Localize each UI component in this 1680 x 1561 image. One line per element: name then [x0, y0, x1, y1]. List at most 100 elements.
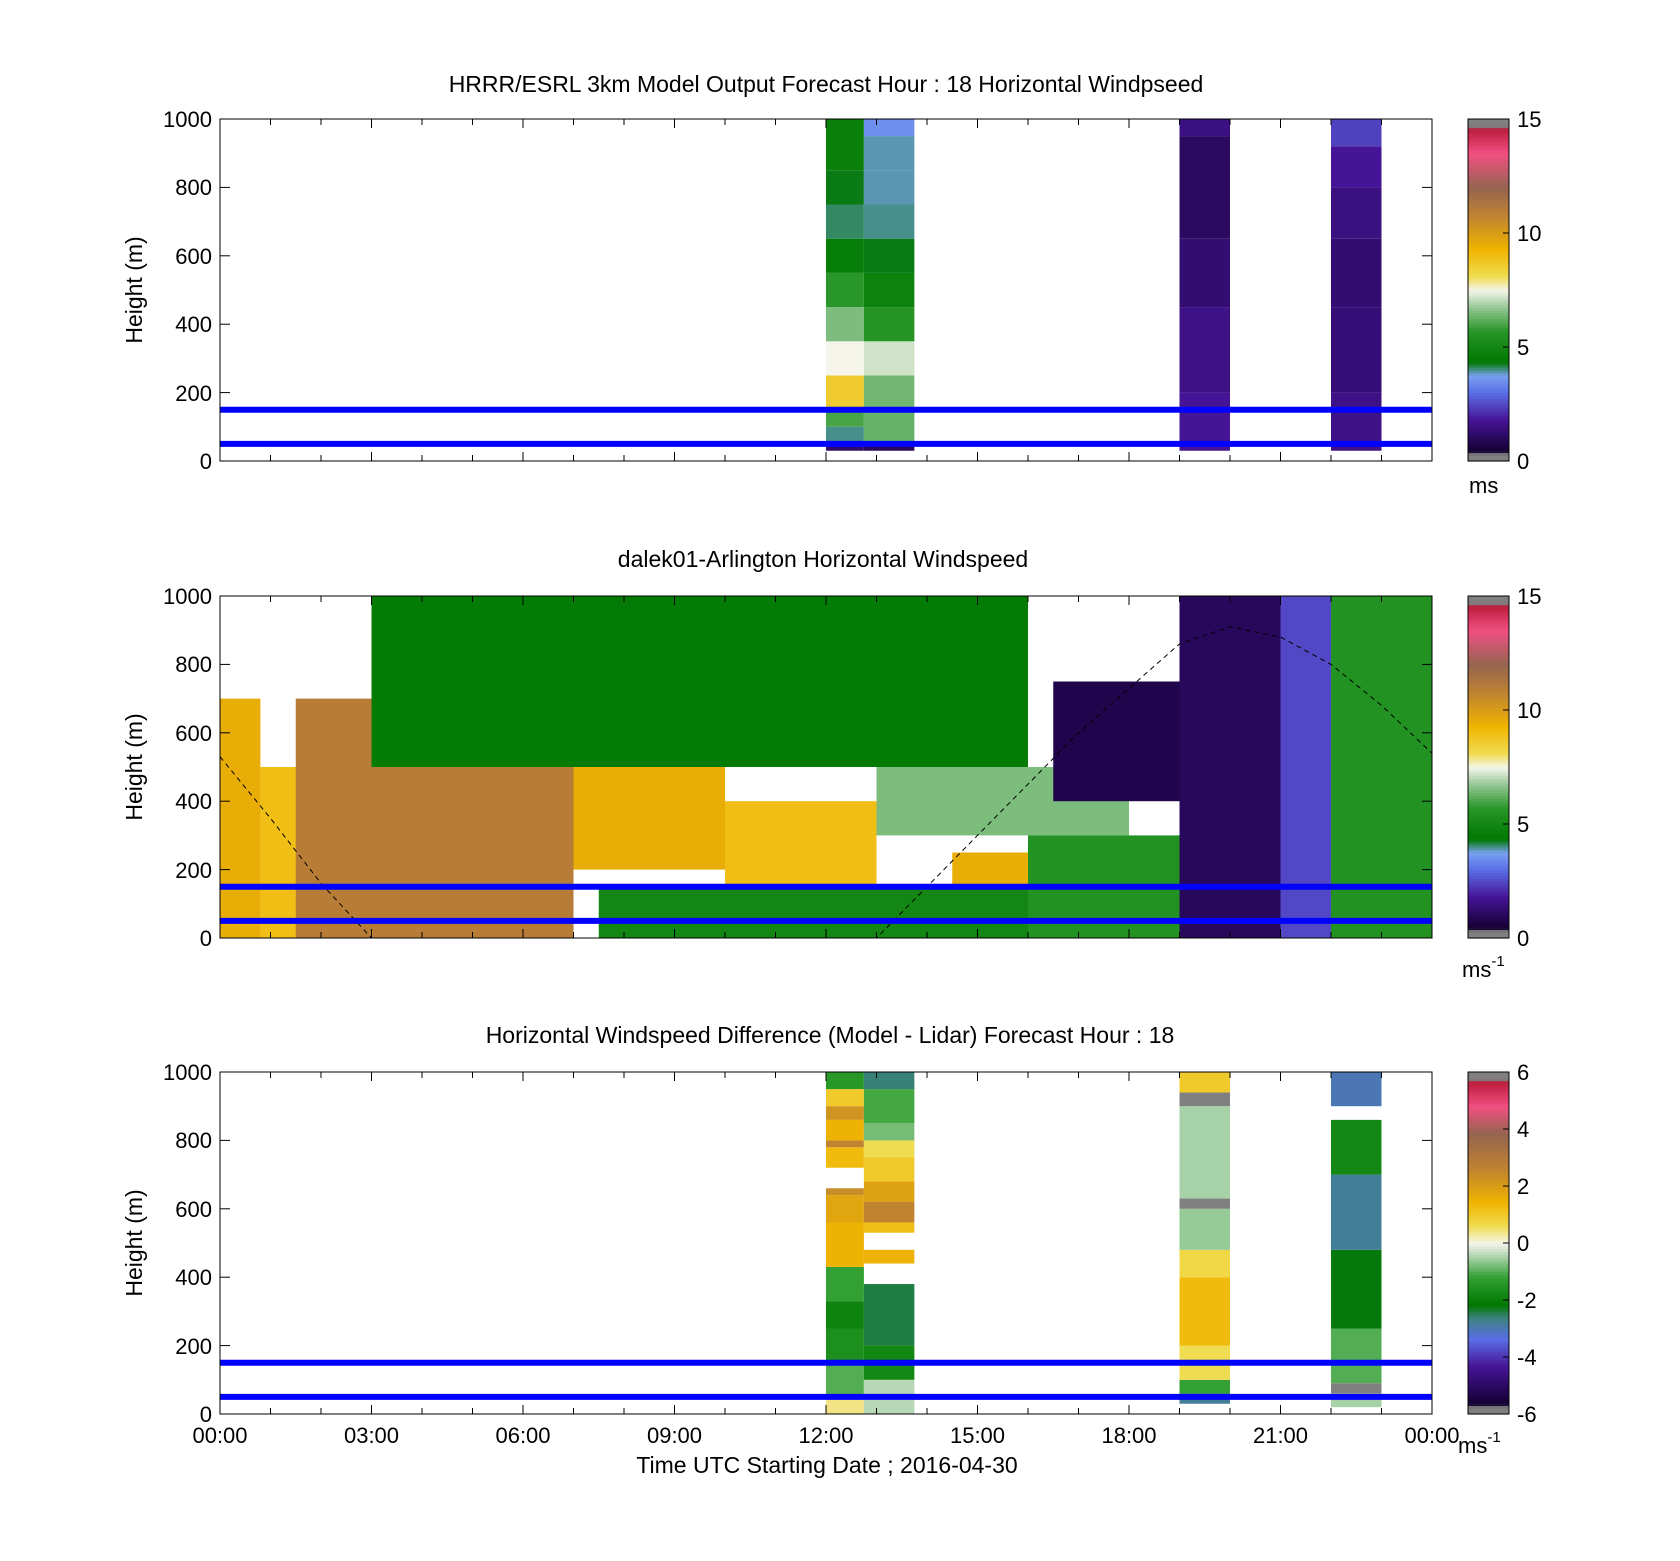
colorbar-swatch	[1468, 244, 1509, 248]
colorbar-swatch	[1468, 653, 1509, 657]
colorbar-swatch	[1468, 1382, 1509, 1387]
colorbar-swatch	[1468, 278, 1509, 283]
colorbar-swatch	[1468, 1385, 1509, 1389]
heatmap-cell	[826, 1396, 864, 1414]
heatmap-cell	[863, 1089, 915, 1124]
colorbar-swatch	[1468, 718, 1509, 722]
colorbar-swatch	[1468, 701, 1509, 705]
lidar-heatmap	[220, 596, 1432, 938]
colorbar-swatch	[1468, 1331, 1509, 1335]
colorbar-swatch	[1468, 298, 1509, 302]
heatmap-region	[371, 596, 1028, 767]
colorbar-swatch	[1468, 1319, 1509, 1324]
colorbar-swatch	[1468, 358, 1509, 362]
colorbar-swatch	[1468, 1371, 1509, 1375]
lidar-ytick-label: 0	[200, 926, 212, 951]
model-ytick-label: 0	[200, 449, 212, 474]
colorbar-swatch	[1468, 247, 1509, 251]
colorbar-swatch	[1468, 170, 1509, 174]
model-colorbar-scale	[1468, 119, 1509, 462]
colorbar-swatch	[1468, 1077, 1509, 1082]
colorbar-swatch	[1468, 667, 1509, 671]
colorbar-swatch	[1468, 1168, 1509, 1173]
heatmap-cell	[826, 1328, 864, 1363]
colorbar-swatch	[1468, 809, 1509, 814]
heatmap-cell	[1331, 238, 1382, 308]
colorbar-swatch	[1468, 384, 1509, 388]
colorbar-swatch	[1468, 596, 1509, 600]
colorbar-swatch	[1468, 741, 1509, 745]
colorbar-swatch	[1468, 841, 1509, 845]
colorbar-swatch	[1468, 1345, 1509, 1350]
colorbar-swatch	[1468, 318, 1509, 322]
colorbar-swatch	[1468, 409, 1509, 414]
colorbar-swatch	[1468, 1148, 1509, 1153]
heatmap-cell	[1331, 1174, 1382, 1250]
panel-difference: Horizontal Windspeed Difference (Model -…	[121, 1022, 1537, 1478]
difference-colorbar-scale	[1468, 1072, 1509, 1415]
colorbar-swatch	[1468, 1405, 1509, 1409]
colorbar-swatch	[1468, 744, 1509, 748]
colorbar-swatch	[1468, 618, 1509, 623]
colorbar-swatch	[1468, 732, 1509, 737]
colorbar-swatch	[1468, 1140, 1509, 1144]
colorbar-swatch	[1468, 1097, 1509, 1102]
heatmap-cell	[863, 341, 915, 376]
colorbar-swatch	[1468, 124, 1509, 129]
colorbar-swatch	[1468, 655, 1509, 660]
panel-lidar: dalek01-Arlington Horizontal Windspeed 0…	[121, 546, 1541, 982]
colorbar-swatch	[1468, 932, 1509, 936]
colorbar-swatch	[1468, 138, 1509, 143]
heatmap-cell	[863, 136, 915, 171]
colorbar-swatch	[1468, 366, 1509, 371]
difference-xtick-label: 18:00	[1101, 1423, 1156, 1448]
colorbar-swatch	[1468, 601, 1509, 606]
colorbar-swatch	[1468, 1365, 1509, 1369]
colorbar-swatch	[1468, 920, 1509, 925]
lidar-colorbar-scale	[1468, 596, 1509, 939]
colorbar-swatch	[1468, 1379, 1509, 1384]
colorbar-swatch	[1468, 449, 1509, 454]
colorbar-swatch	[1468, 650, 1509, 654]
colorbar-swatch	[1468, 127, 1509, 131]
colorbar-swatch	[1468, 267, 1509, 271]
colorbar-swatch	[1468, 672, 1509, 677]
colorbar-swatch	[1468, 344, 1509, 348]
colorbar-swatch	[1468, 1257, 1509, 1261]
colorbar-swatch	[1468, 144, 1509, 149]
colorbar-swatch	[1468, 309, 1509, 314]
colorbar-swatch	[1468, 1177, 1509, 1181]
heatmap-region	[725, 801, 877, 887]
colorbar-swatch	[1468, 1208, 1509, 1213]
colorbar-swatch	[1468, 1100, 1509, 1104]
colorbar-swatch	[1468, 1285, 1509, 1290]
colorbar-swatch	[1468, 458, 1509, 462]
colorbar-swatch	[1468, 1277, 1509, 1281]
colorbar-swatch	[1468, 929, 1509, 933]
colorbar-swatch	[1468, 295, 1509, 300]
lidar-y-tick-marks	[220, 595, 1432, 939]
model-ytick-label: 800	[175, 175, 212, 200]
model-y-tick-marks	[220, 118, 1432, 462]
colorbar-swatch	[1468, 661, 1509, 665]
heatmap-cell	[826, 1072, 864, 1090]
colorbar-swatch	[1468, 821, 1509, 825]
difference-x-tick-labels: 00:00 03:00 06:00 09:00 12:00 15:00 18:0…	[192, 1423, 1459, 1448]
colorbar-swatch	[1468, 1211, 1509, 1216]
difference-y-tick-marks	[220, 1071, 1432, 1415]
colorbar-swatch	[1468, 1183, 1509, 1187]
difference-title: Horizontal Windspeed Difference (Model -…	[486, 1022, 1175, 1048]
colorbar-swatch	[1468, 784, 1509, 788]
model-colorbar-tick: 5	[1517, 335, 1529, 360]
difference-xtick-label: 15:00	[950, 1423, 1005, 1448]
colorbar-swatch	[1468, 826, 1509, 831]
heatmap-cell	[863, 1157, 915, 1182]
colorbar-swatch	[1468, 187, 1509, 191]
colorbar-swatch	[1468, 690, 1509, 694]
difference-xtick-label: 03:00	[344, 1423, 399, 1448]
colorbar-swatch	[1468, 1260, 1509, 1264]
colorbar-swatch	[1468, 781, 1509, 785]
colorbar-swatch	[1468, 1114, 1509, 1119]
colorbar-swatch	[1468, 1074, 1509, 1079]
colorbar-swatch	[1468, 204, 1509, 208]
